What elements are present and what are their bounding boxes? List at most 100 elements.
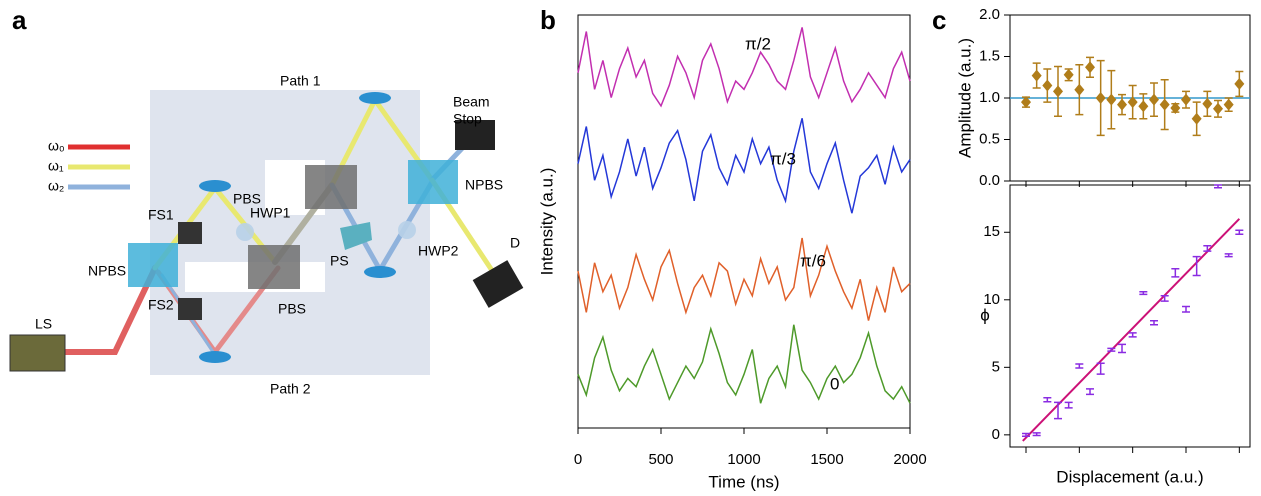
point (1202, 97, 1213, 110)
trace-label: π/3 (770, 149, 796, 168)
error-bar (1022, 432, 1030, 437)
mirror (199, 180, 231, 192)
panel-label: c (932, 5, 946, 35)
point (1042, 79, 1053, 92)
error-bar (1054, 401, 1062, 420)
point (1127, 96, 1138, 109)
trace-label: π/2 (745, 34, 771, 53)
label: Path 2 (270, 381, 311, 397)
y-tick-label: 0.5 (979, 130, 1000, 147)
plot-frame (577, 14, 911, 429)
x-tick-label: 1500 (810, 451, 843, 468)
label: NPBS (465, 177, 503, 193)
error-bar (1075, 363, 1084, 369)
npbs (408, 160, 458, 204)
error-bar (1171, 267, 1180, 278)
setup-diagram: ω₀ ω₁ ω₂ Path 1 Path 2 Beam Stop NPBS NP… (9, 73, 524, 397)
pbs (305, 165, 357, 209)
y-tick-label: 1.0 (979, 89, 1000, 106)
label: FS1 (148, 207, 174, 223)
fs2 (178, 298, 202, 320)
label: PBS (233, 191, 261, 207)
x-tick-label: 500 (648, 451, 673, 468)
legend-label: ω₂ (48, 178, 64, 194)
error-bar (1160, 294, 1169, 302)
y-tick-label: 5 (992, 358, 1000, 375)
plot-frame (1009, 184, 1251, 448)
y-tick-label: 1.5 (979, 47, 1000, 64)
x-tick-label: 0 (574, 451, 582, 468)
hwp2 (398, 221, 416, 239)
error-bar (1118, 343, 1126, 354)
point (1106, 93, 1117, 106)
label: LS (35, 316, 52, 332)
trace (577, 237, 911, 321)
point (1095, 92, 1106, 104)
label: HWP2 (418, 243, 459, 259)
y-tick-label: 15 (983, 223, 1000, 240)
label: Path 1 (280, 73, 321, 89)
legend-label: ω₀ (48, 138, 65, 154)
point (1138, 100, 1149, 113)
point (1191, 112, 1202, 125)
beam-stop (455, 120, 495, 150)
error-bar (1043, 396, 1052, 403)
detector (472, 260, 524, 308)
trace (577, 118, 911, 214)
error-bar (1192, 255, 1201, 277)
laser-source (9, 334, 66, 372)
x-axis-label: Time (ns) (708, 472, 779, 491)
label: D (510, 235, 520, 251)
error-bar (1224, 253, 1233, 258)
point (1159, 98, 1170, 111)
error-bar (1235, 229, 1244, 236)
path1-region (150, 90, 420, 240)
trace (577, 27, 911, 108)
y-tick-label: 0.0 (979, 172, 1000, 189)
error-bar (1214, 184, 1222, 189)
point (1117, 98, 1127, 111)
point (1223, 98, 1234, 111)
error-bar (1139, 290, 1148, 296)
point (1170, 101, 1181, 114)
optics (9, 92, 524, 372)
fit-line (1022, 218, 1241, 442)
point (1021, 96, 1031, 109)
x-tick-label: 2000 (893, 451, 926, 468)
y-tick-label: 2.0 (979, 6, 1000, 23)
trace-label: 0 (830, 374, 839, 393)
error-bar (1086, 388, 1094, 396)
point (1213, 102, 1223, 115)
pbs (248, 245, 300, 289)
error-bar (1096, 362, 1105, 375)
label: NPBS (88, 263, 126, 279)
error-bar (1032, 432, 1041, 437)
x-tick-label: 1000 (727, 451, 760, 468)
error-bar (1150, 319, 1158, 326)
point (1074, 83, 1085, 96)
panel-label: b (540, 5, 556, 35)
label: Beam (453, 94, 490, 110)
y-tick-label: 10 (983, 291, 1000, 308)
label: PS (330, 253, 349, 269)
point (1031, 69, 1042, 82)
mirror (359, 92, 391, 104)
label: Stop (453, 111, 482, 127)
mirror (364, 266, 396, 278)
point (1149, 93, 1159, 106)
fs1 (178, 222, 202, 244)
label: FS2 (148, 297, 174, 313)
legend-label: ω₁ (48, 158, 64, 174)
error-bar (1107, 347, 1116, 352)
hwp1 (236, 223, 254, 241)
point (1085, 61, 1095, 74)
error-bar (1064, 401, 1073, 409)
npbs (128, 243, 178, 287)
panel-label: a (12, 5, 27, 35)
phase-shifter (340, 222, 372, 250)
error-bar (1182, 305, 1190, 313)
x-axis-label: Displacement (a.u.) (1056, 467, 1203, 486)
point (1181, 93, 1191, 106)
